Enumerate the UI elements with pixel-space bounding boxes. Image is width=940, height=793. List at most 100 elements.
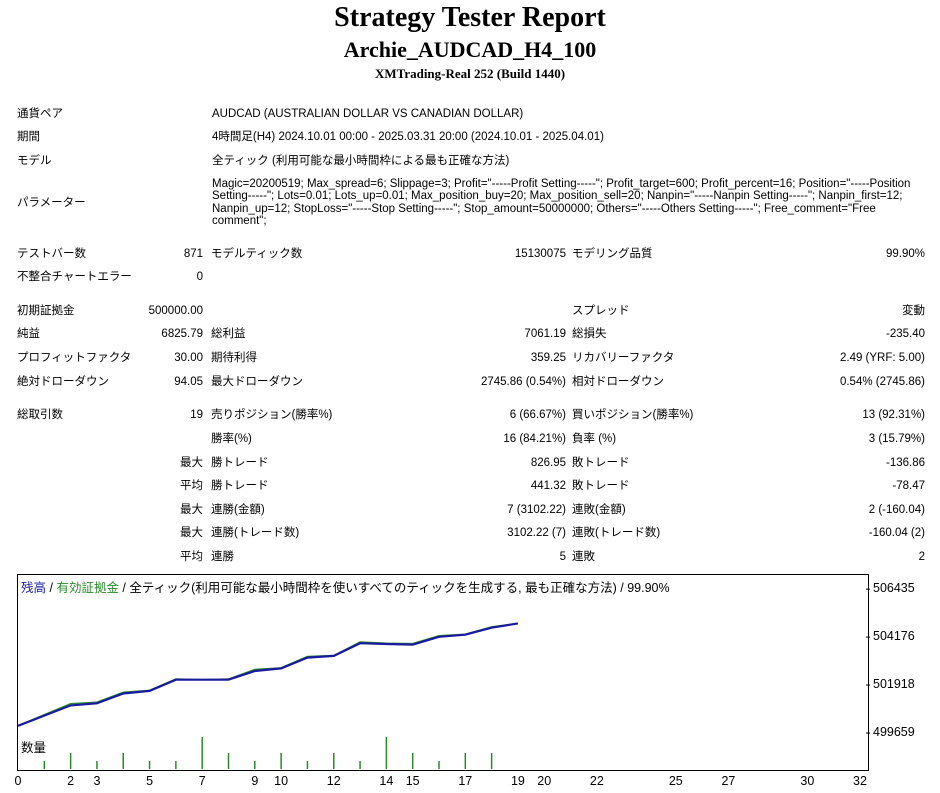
x-tick-label: 30 [800,774,815,788]
max-loss-value: -136.86 [885,457,925,469]
params-label: パラメーター [17,197,86,209]
legend-sep-1: / [46,581,57,595]
max-drawdown-label: 最大ドローダウン [211,376,303,388]
mismatch-value: 0 [196,271,203,283]
chart-legend: 残高 / 有効証拠金 / 全ティック(利用可能な最小時間枠を使いすべてのティック… [21,577,670,596]
bars-value: 871 [183,248,203,260]
model-label: モデル [17,155,52,167]
bars-label: テストバー数 [17,248,86,260]
win-rate-label: 勝率(%) [211,433,252,445]
legend-balance: 残高 [21,581,47,595]
x-tick-label: 22 [589,774,604,788]
deposit-value: 500000.00 [148,305,203,317]
symbol-value: AUDCAD (AUSTRALIAN DOLLAR VS CANADIAN DO… [212,108,524,120]
y-tick-label: 501918 [873,677,915,692]
spread-label: スプレッド [572,305,630,317]
avg-consec-loss-label: 連敗 [572,551,595,563]
x-tick-label: 25 [668,774,683,788]
net-profit-label: 純益 [17,328,40,340]
rel-drawdown-value: 0.54% (2745.86) [839,376,925,388]
x-tick-label: 27 [721,774,736,788]
consec-win-count-label: 連勝(トレード数) [211,527,300,539]
legend-equity: 有効証拠金 [56,581,119,595]
max-prefix-2: 最大 [180,504,203,516]
avg-prefix: 平均 [180,480,203,492]
legend-sep-3: / [616,581,628,595]
quality-label: モデリング品質 [572,248,653,260]
max-prefix-3: 最大 [180,527,203,539]
x-tick-label: 10 [274,774,289,788]
recovery-factor-value: 2.49 (YRF: 5.00) [839,352,925,364]
avg-loss-value: -78.47 [892,480,925,492]
profit-factor-value: 30.00 [174,352,203,364]
x-tick-label: 9 [251,774,259,788]
legend-sep-2: / [118,581,130,595]
report-title: Strategy Tester Report [334,2,606,33]
consec-loss-count-value: -160.04 (2) [868,527,925,539]
consec-loss-count-label: 連敗(トレード数) [572,527,661,539]
short-positions-value: 6 (66.67%) [509,409,566,421]
avg-win-label: 勝トレード [211,480,269,492]
x-tick-label: 2 [67,774,75,788]
balance-chart [17,574,869,736]
total-trades-value: 19 [190,409,203,421]
avg-win-value: 441.32 [530,480,566,492]
consec-loss-amount-label: 連敗(金額) [572,504,626,516]
max-win-value: 826.95 [530,457,566,469]
net-profit-value: 6825.79 [161,328,203,340]
abs-drawdown-value: 94.05 [174,376,203,388]
expected-payoff-value: 359.25 [530,352,566,364]
x-tick-label: 17 [458,774,473,788]
ticks-label: モデルティック数 [211,248,303,260]
series-line-1 [17,622,518,727]
y-tick-label: 506435 [873,581,915,596]
consec-win-amount-value: 7 (3102.22) [507,504,566,516]
consec-loss-amount-value: 2 (-160.04) [868,504,925,516]
max-drawdown-value: 2745.86 (0.54%) [480,376,566,388]
short-positions-label: 売りポジション(勝率%) [211,409,333,421]
gross-profit-label: 総利益 [211,328,246,340]
legend-quality: 99.90% [627,581,670,595]
volume-chart [17,734,869,771]
x-tick-label: 0 [14,774,22,788]
x-tick-label: 14 [379,774,394,788]
x-tick-label: 15 [405,774,420,788]
avg-consec-win-label: 連勝 [211,551,234,563]
x-tick-label: 3 [93,774,101,788]
x-tick-label: 19 [510,774,525,788]
max-win-label: 勝トレード [211,457,269,469]
abs-drawdown-label: 絶対ドローダウン [17,376,109,388]
mismatch-label: 不整合チャートエラー [17,271,132,283]
quality-value: 99.90% [885,248,925,260]
loss-rate-value: 3 (15.79%) [868,433,925,445]
long-positions-label: 買いポジション(勝率%) [572,409,694,421]
x-tick-label: 5 [146,774,154,788]
gross-profit-value: 7061.19 [524,328,566,340]
report-subtitle: Archie_AUDCAD_H4_100 [343,37,597,62]
legend-model: 全ティック(利用可能な最小時間枠を使いすべてのティックを生成する, 最も正確な方… [129,581,617,595]
x-tick-label: 7 [198,774,206,788]
x-tick-label: 32 [853,774,867,788]
recovery-factor-label: リカバリーファクタ [572,352,675,364]
max-prefix: 最大 [180,457,203,469]
loss-rate-label: 負率 (%) [572,433,617,445]
params-value: Magic=20200519; Max_spread=6; Slippage=3… [212,178,911,228]
consec-win-amount-label: 連勝(金額) [211,504,265,516]
deposit-label: 初期証拠金 [17,305,75,317]
y-tick-label: 499659 [873,725,915,739]
x-tick-label: 20 [537,774,552,788]
avg-consec-win-value: 5 [559,551,566,563]
avg-prefix-2: 平均 [180,551,203,563]
consec-win-count-value: 3102.22 (7) [507,527,566,539]
spread-value: 変動 [902,305,925,317]
win-rate-value: 16 (84.21%) [503,433,566,445]
model-value: 全ティック (利用可能な最小時間枠による最も正確な方法) [212,155,510,167]
expected-payoff-label: 期待利得 [211,352,257,364]
avg-consec-loss-value: 2 [918,551,925,563]
series-line-0 [17,622,519,727]
gross-loss-label: 総損失 [572,328,607,340]
avg-loss-label: 敗トレード [572,480,630,492]
period-value: 4時間足(H4) 2024.10.01 00:00 - 2025.03.31 2… [212,131,604,143]
total-trades-label: 総取引数 [17,409,63,421]
